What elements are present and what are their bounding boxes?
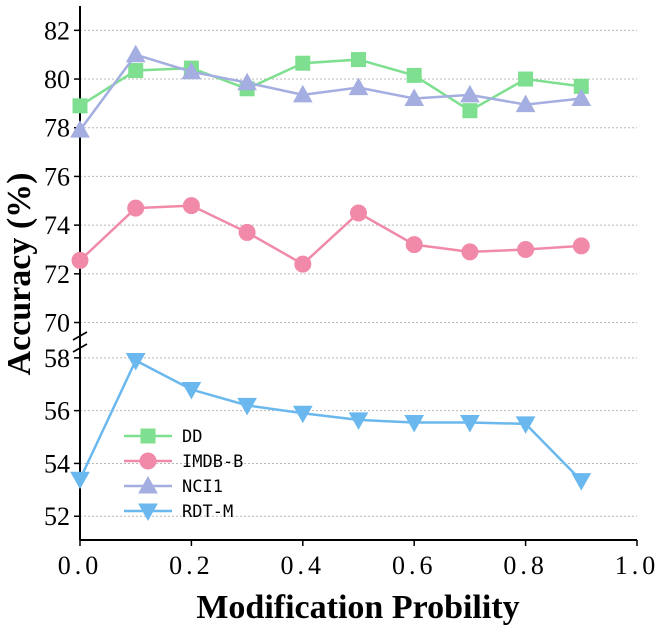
data-point	[125, 44, 146, 63]
data-point	[571, 473, 592, 491]
data-point	[181, 382, 202, 400]
axes	[72, 6, 638, 546]
series-line	[79, 58, 582, 113]
data-point	[72, 98, 88, 114]
data-point	[292, 405, 313, 424]
data-point	[348, 77, 369, 96]
tick-labels: 70 72 74 76 78 80 82 52 54 56 58 0.0 0.2 0.4 0.6 0.8 1.0	[44, 16, 660, 580]
x-tick-label: 0.8	[503, 551, 548, 580]
data-point	[292, 84, 313, 103]
y-tick-label: 56	[44, 397, 70, 426]
x-tick-label: 0.0	[58, 551, 103, 580]
data-point	[70, 120, 90, 138]
series-nci1	[70, 44, 592, 138]
series-layer	[70, 44, 592, 491]
data-point	[71, 251, 89, 269]
series-rdt-m	[70, 352, 592, 491]
gridlines	[80, 29, 637, 517]
data-point	[182, 197, 200, 215]
legend-item: RDT-M	[124, 502, 233, 522]
legend-label: RDT-M	[182, 502, 233, 522]
series-line	[78, 358, 583, 482]
legend-label: NCI1	[182, 477, 223, 497]
series-line	[79, 204, 582, 266]
legend-marker	[138, 475, 158, 494]
y-tick-label: 82	[44, 16, 70, 45]
data-point	[295, 55, 311, 71]
x-tick-label: 0.6	[392, 551, 437, 580]
y-tick-label: 58	[44, 344, 70, 373]
legend-marker	[138, 503, 158, 522]
legend: DD IMDB-B NCI1 RDT-M	[124, 427, 243, 522]
data-point	[351, 52, 366, 68]
data-point	[461, 243, 479, 261]
data-point	[294, 255, 312, 273]
y-tick-label: 80	[44, 65, 70, 94]
x-tick-label: 1.0	[615, 551, 660, 580]
data-point	[128, 63, 144, 79]
legend-label: IMDB-B	[182, 452, 243, 472]
y-tick-label: 70	[44, 309, 70, 338]
y-tick-label: 74	[44, 211, 70, 240]
data-point	[405, 236, 423, 254]
axis-break-mark	[72, 331, 88, 341]
x-tick-label: 0.2	[169, 551, 214, 580]
legend-label: DD	[182, 427, 202, 447]
data-point	[515, 94, 536, 113]
data-point	[404, 415, 425, 433]
data-point	[238, 223, 256, 241]
data-point	[70, 471, 90, 490]
y-tick-label: 54	[44, 449, 70, 478]
data-point	[125, 352, 146, 371]
data-point	[237, 397, 257, 416]
series-line	[78, 53, 582, 131]
data-point	[350, 204, 367, 222]
legend-item: DD	[124, 427, 202, 447]
y-tick-label: 72	[44, 260, 70, 289]
data-point	[181, 61, 202, 80]
y-tick-label: 76	[44, 162, 70, 191]
axis-break-mark	[72, 343, 88, 353]
series-dd	[72, 52, 589, 119]
y-tick-label: 52	[44, 502, 70, 531]
y-axis-title: Accuracy (%)	[1, 173, 38, 376]
data-point	[348, 412, 369, 430]
data-point	[571, 88, 592, 107]
data-point	[515, 416, 536, 434]
data-point	[460, 84, 480, 103]
data-point	[127, 199, 145, 217]
data-point	[517, 240, 535, 258]
data-point	[404, 88, 425, 107]
data-point	[462, 103, 478, 119]
legend-marker	[139, 452, 157, 470]
legend-item: NCI1	[124, 475, 223, 497]
data-point	[406, 67, 422, 83]
data-point	[460, 415, 480, 433]
data-point	[518, 71, 534, 87]
series-imdb-b	[71, 197, 590, 273]
legend-marker	[140, 428, 156, 444]
data-point	[572, 237, 590, 255]
data-point	[237, 72, 257, 91]
x-tick-label: 0.4	[281, 551, 326, 580]
legend-item: IMDB-B	[124, 452, 243, 472]
x-axis-title: Modification Probility	[196, 589, 519, 626]
y-tick-label: 78	[44, 114, 70, 143]
